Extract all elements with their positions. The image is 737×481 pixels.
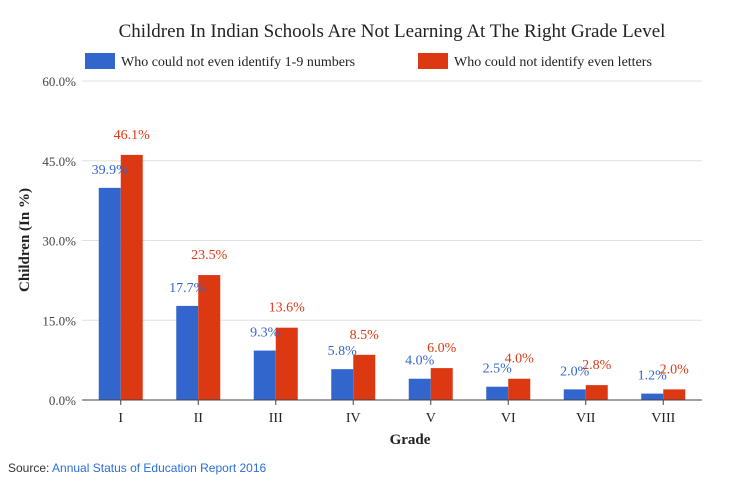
data-labels: 39.9% 46.1% 17.7% 23.5% 9.3% 13.6% 5.8%8.5% 4.0…	[92, 128, 690, 384]
y-axis-title: Children (In %)	[17, 188, 33, 292]
bar-series-2	[198, 275, 221, 400]
bars	[98, 154, 686, 400]
legend-label-series-2: Who could not identify even letters	[454, 55, 652, 70]
bar-series-2	[353, 354, 376, 400]
bar-series-1	[176, 305, 199, 400]
bar-series-2	[430, 368, 453, 400]
source-label: Source:	[8, 461, 50, 475]
gridlines	[82, 80, 702, 321]
x-tick-label: V	[426, 411, 436, 426]
x-tick-label: VII	[576, 411, 596, 426]
x-axis-title: Grade	[390, 432, 431, 448]
chart-title: Children In Indian Schools Are Not Learn…	[119, 21, 666, 42]
data-label-series-2: 6.0%	[427, 341, 457, 356]
x-tick-label: IV	[346, 411, 361, 426]
source-note: Source: Annual Status of Education Repor…	[8, 461, 266, 475]
bar-series-2	[508, 378, 531, 400]
data-label-series-2: 13.6%	[269, 301, 306, 316]
legend-swatch-series-1	[85, 53, 115, 69]
bar-series-1	[486, 386, 509, 400]
y-axis-ticks: 0.0% 15.0% 30.0% 45.0% 60.0%	[42, 74, 76, 408]
y-tick-label: 0.0%	[49, 393, 76, 408]
data-label-series-2: 8.5%	[350, 328, 380, 343]
bar-chart: Children In Indian Schools Are Not Learn…	[17, 21, 702, 448]
data-label-series-1: 2.0%	[560, 364, 590, 379]
data-label-series-2: 2.8%	[582, 358, 612, 373]
data-label-series-1: 4.0%	[405, 354, 435, 369]
data-label-series-1: 17.7%	[169, 281, 206, 296]
bar-series-2	[585, 385, 608, 400]
data-label-series-1: 1.2%	[638, 369, 668, 384]
x-tick-label: VIII	[651, 411, 675, 426]
legend: Who could not even identify 1-9 numbers …	[85, 53, 652, 70]
bar-series-1	[408, 378, 431, 400]
bar-series-1	[331, 369, 354, 400]
x-tick-label: III	[269, 411, 283, 426]
y-tick-label: 30.0%	[42, 234, 76, 249]
data-label-series-1: 2.5%	[483, 362, 513, 377]
chart-frame: Children In Indian Schools Are Not Learn…	[17, 21, 702, 448]
x-tick-label: I	[118, 411, 123, 426]
legend-label-series-1: Who could not even identify 1-9 numbers	[121, 55, 355, 70]
data-label-series-2: 2.0%	[660, 362, 690, 377]
data-label-series-1: 5.8%	[328, 344, 358, 359]
y-tick-label: 60.0%	[42, 74, 76, 89]
source-link[interactable]: Annual Status of Education Report 2016	[52, 461, 267, 475]
y-tick-label: 45.0%	[42, 154, 76, 169]
bar-series-2	[663, 389, 686, 400]
bar-series-1	[563, 389, 586, 400]
bar-series-1	[641, 393, 664, 400]
data-label-series-2: 23.5%	[191, 248, 228, 263]
data-label-series-1: 9.3%	[250, 326, 280, 341]
x-tick-label: II	[194, 411, 204, 426]
y-tick-label: 15.0%	[42, 313, 76, 328]
bar-series-1	[98, 187, 121, 400]
x-tick-label: VI	[501, 411, 516, 426]
data-label-series-1: 39.9%	[92, 163, 129, 178]
bar-series-2	[275, 327, 298, 400]
bar-series-2	[120, 154, 143, 400]
x-axis-ticks: I II III IV V VI VII VIII	[118, 400, 676, 426]
data-label-series-2: 46.1%	[114, 128, 151, 143]
data-label-series-2: 4.0%	[505, 352, 535, 367]
bar-series-1	[253, 350, 276, 400]
legend-swatch-series-2	[418, 53, 448, 69]
